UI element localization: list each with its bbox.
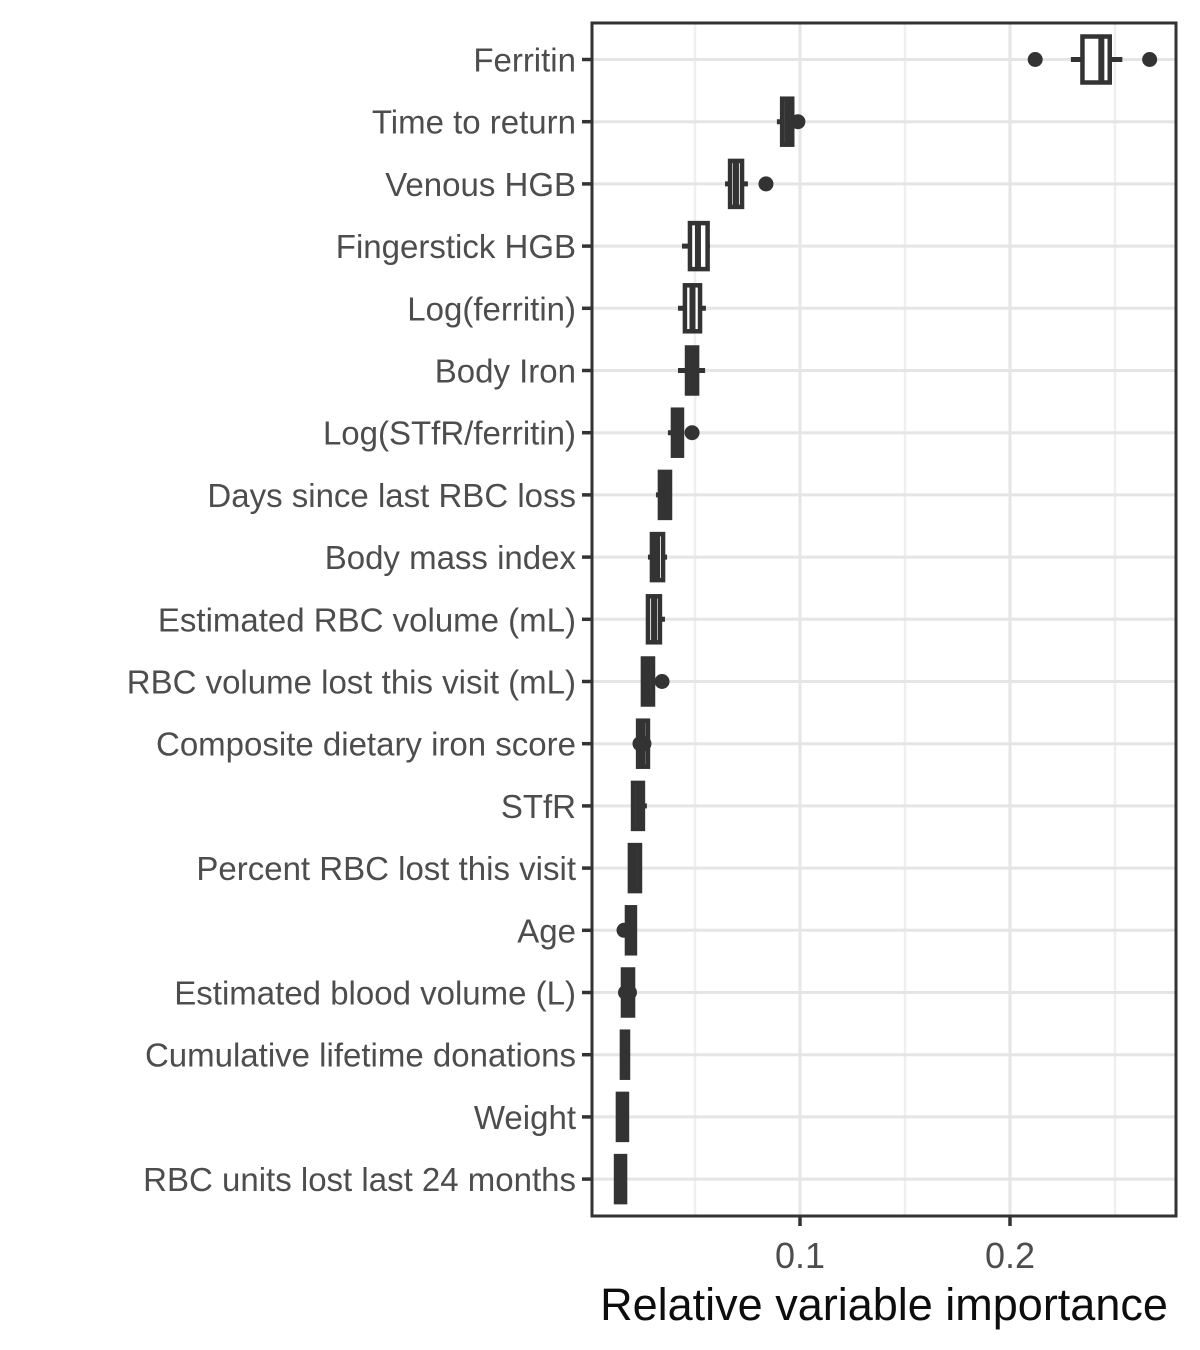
y-axis-label: Time to return (372, 104, 576, 141)
boxplot-row (1027, 34, 1158, 85)
boxplot-row (647, 531, 668, 583)
outlier-dot (1027, 52, 1043, 67)
y-axis-label: Cumulative lifetime donations (145, 1037, 576, 1074)
y-axis-label: Log(ferritin) (407, 290, 576, 327)
boxplot-row (677, 345, 706, 396)
y-axis-label: Ferritin (473, 42, 576, 79)
boxplot-row (630, 780, 647, 832)
outlier-dot (636, 736, 652, 752)
y-axis-label: Weight (474, 1099, 576, 1136)
boxplot-row (613, 1153, 628, 1205)
boxplot-row (677, 283, 706, 334)
major-gridlines (592, 23, 1176, 1216)
boxplot-rows (613, 34, 1158, 1205)
y-axis-label: Venous HGB (385, 166, 576, 203)
x-axis-title: Relative variable importance (600, 1279, 1168, 1330)
y-axis-label: RBC volume lost this visit (mL) (127, 664, 576, 701)
boxplot-row (615, 1091, 630, 1143)
boxplot-row (645, 594, 665, 645)
boxplot-row (619, 1029, 631, 1080)
iqr-box (1080, 34, 1112, 85)
y-axis-label: STfR (501, 788, 576, 825)
y-axis-labels: Ferritin Time to return Venous HGB Fingerst… (127, 42, 577, 1199)
y-axis-label: Composite dietary iron score (156, 726, 576, 763)
y-axis-label: Estimated blood volume (L) (174, 975, 576, 1012)
boxplot-row (725, 158, 774, 210)
boxplot-row (640, 656, 670, 707)
boxplot-row (776, 96, 806, 147)
x-axis-tick-labels: 0.1 0.2 (775, 1235, 1035, 1276)
y-axis-label: Age (517, 912, 576, 949)
y-axis-label: Body Iron (435, 353, 576, 390)
boxplot-row (632, 718, 652, 769)
y-axis-label: RBC units lost last 24 months (143, 1161, 576, 1198)
outlier-dot (684, 425, 700, 441)
x-tick-label: 0.2 (985, 1235, 1035, 1276)
boxplot-row (617, 967, 637, 1018)
outlier-dot (1142, 52, 1158, 67)
x-tick-label: 0.1 (775, 1235, 825, 1276)
outlier-dot (790, 114, 806, 130)
y-axis-label: Estimated RBC volume (mL) (158, 601, 576, 638)
y-axis-label: Body mass index (325, 539, 577, 576)
y-axis-label: Fingerstick HGB (336, 228, 576, 265)
boxplot-row (681, 220, 710, 272)
boxplot-row (667, 407, 700, 458)
boxplot-row (627, 842, 643, 894)
outlier-dot (654, 674, 670, 689)
y-axis-label: Days since last RBC loss (207, 477, 576, 514)
y-axis-label: Log(STfR/ferritin) (323, 415, 576, 452)
outlier-dot (616, 922, 632, 938)
axis-ticks (582, 57, 1012, 1226)
outlier-dot (621, 985, 637, 1000)
outlier-dot (758, 176, 774, 192)
y-axis-label: Percent RBC lost this visit (196, 850, 576, 887)
boxplot-row (655, 469, 673, 521)
boxplot-row (616, 905, 638, 956)
